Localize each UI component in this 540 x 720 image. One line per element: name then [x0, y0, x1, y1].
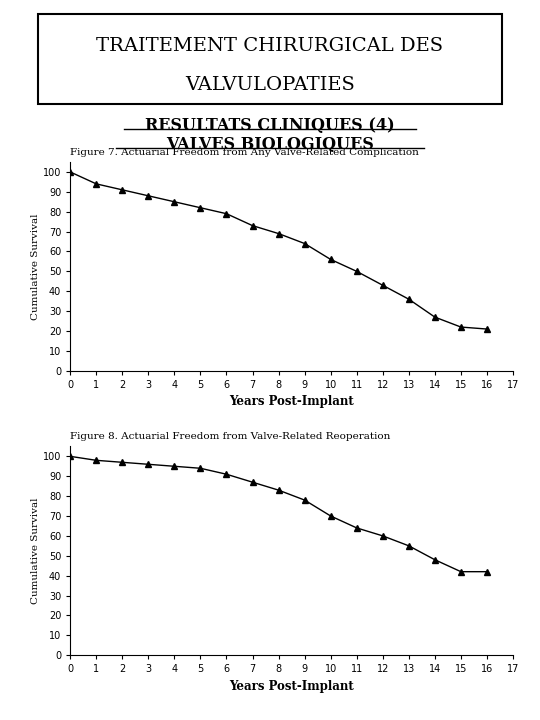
X-axis label: Years Post-Implant: Years Post-Implant [229, 680, 354, 693]
Text: Figure 8. Actuarial Freedom from Valve-Related Reoperation: Figure 8. Actuarial Freedom from Valve-R… [70, 431, 390, 441]
Text: VALVULOPATIES: VALVULOPATIES [185, 76, 355, 94]
X-axis label: Years Post-Implant: Years Post-Implant [229, 395, 354, 408]
Text: TRAITEMENT CHIRURGICAL DES: TRAITEMENT CHIRURGICAL DES [97, 37, 443, 55]
Text: VALVES BIOLOGIQUES: VALVES BIOLOGIQUES [166, 135, 374, 153]
Text: Figure 7. Actuarial Freedom from Any Valve-Related Complication: Figure 7. Actuarial Freedom from Any Val… [70, 148, 419, 157]
Text: RESULTATS CLINIQUES (4): RESULTATS CLINIQUES (4) [145, 117, 395, 134]
Y-axis label: Cumulative Survival: Cumulative Survival [31, 498, 40, 604]
FancyBboxPatch shape [38, 14, 502, 104]
Y-axis label: Cumulative Survival: Cumulative Survival [31, 213, 40, 320]
